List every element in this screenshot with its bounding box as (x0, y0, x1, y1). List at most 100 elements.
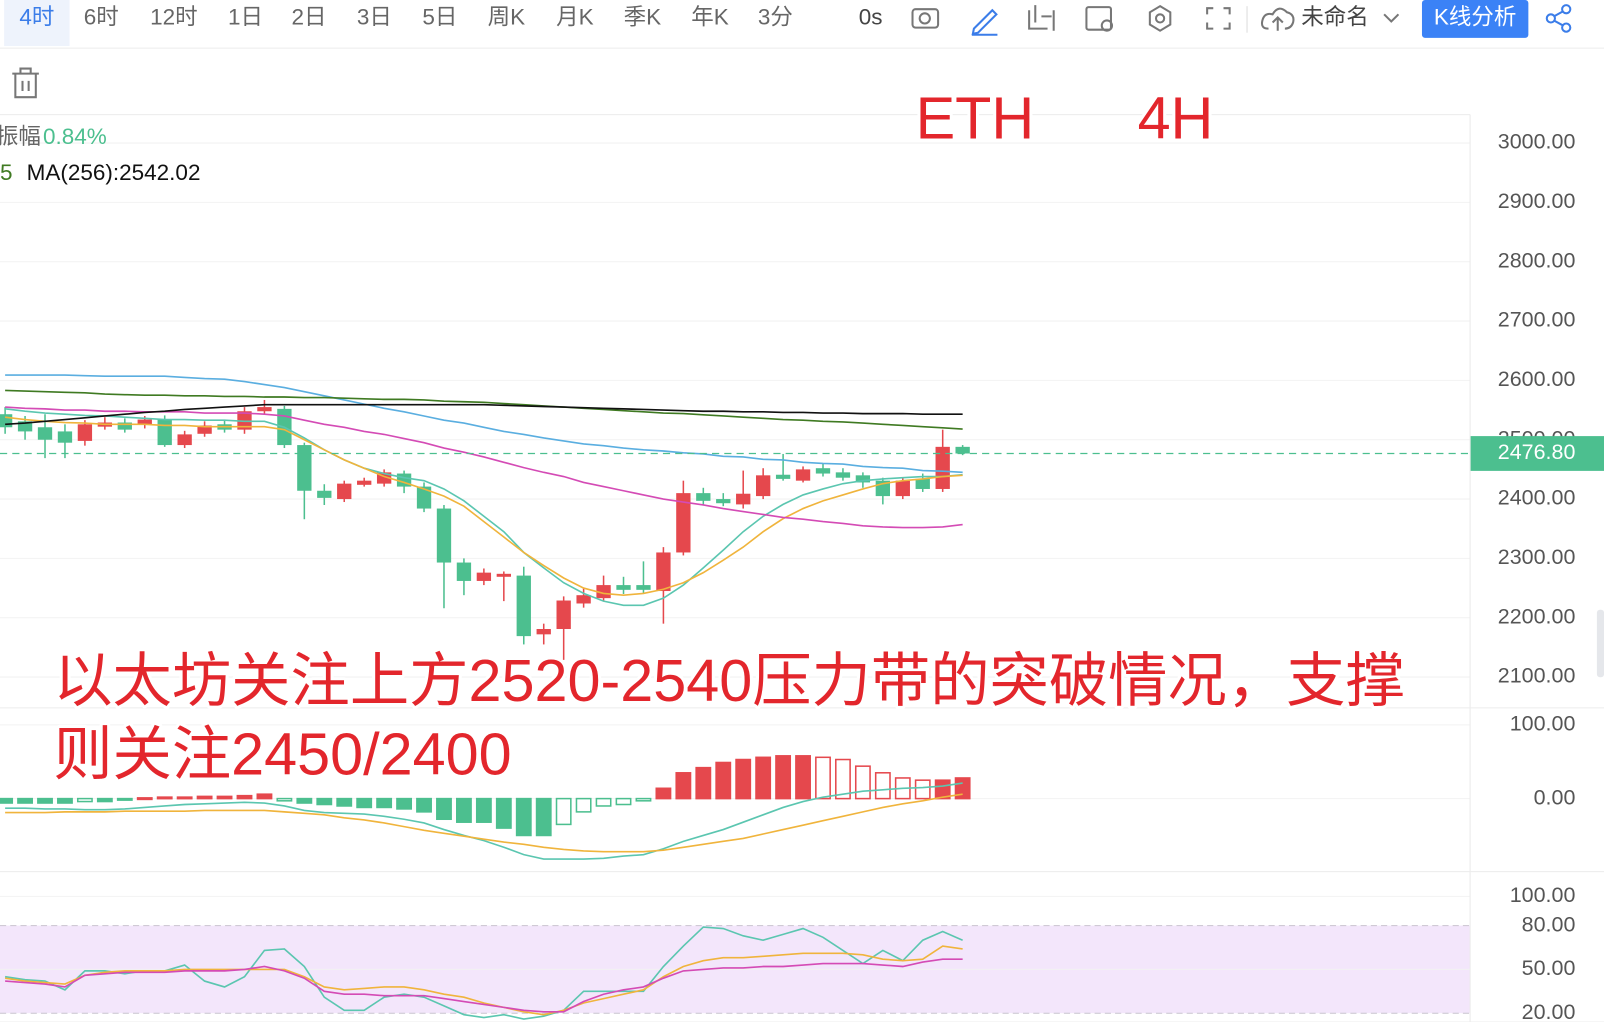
macd-bar (436, 797, 452, 821)
camera-icon[interactable] (911, 8, 940, 29)
indicator-line (5, 782, 963, 860)
period-tab[interactable]: 3分 (758, 4, 793, 29)
analysis-button[interactable] (1421, 0, 1529, 38)
crop-icon[interactable] (1028, 5, 1055, 31)
candle-body (0, 414, 13, 428)
draw-icon[interactable] (971, 8, 998, 36)
amplitude-value: 0.84% (43, 124, 107, 149)
macd-bar (236, 794, 253, 800)
y-tick-label: 3000.00 (1498, 130, 1576, 154)
candle-body (696, 493, 711, 501)
candle-body (297, 445, 312, 491)
share-icon[interactable] (1545, 4, 1572, 33)
candle-body (197, 425, 212, 434)
y-tick-label: 80.00 (1522, 912, 1576, 936)
note-line: 则关注2450/2400 (53, 721, 511, 788)
candle-body (775, 474, 791, 479)
macd-bar (914, 779, 931, 800)
candle-body (536, 629, 551, 635)
analysis-button-label[interactable]: K线分析 (1434, 4, 1517, 29)
macd-bar (874, 772, 891, 800)
candle-body (516, 575, 531, 637)
candle-body (157, 419, 172, 446)
symbol-annotation: ETH (916, 84, 1035, 151)
period-tab[interactable]: 月K (556, 4, 594, 29)
y-tick-label: 2800.00 (1498, 248, 1576, 272)
macd-bar (675, 772, 692, 800)
macd-bar (755, 756, 772, 800)
period-tab[interactable]: 4时 (19, 4, 54, 29)
period-tab[interactable]: 1日 (228, 4, 263, 29)
overlay: ETH 4H 以太坊关注上方2520-2540压力带的突破情况，支撑 则关注24… (50, 81, 1408, 790)
candle-body (636, 585, 651, 590)
indicator-icon[interactable] (1085, 6, 1114, 32)
scroll-handle[interactable] (1596, 609, 1604, 678)
macd-bar (96, 797, 113, 803)
candle-body (815, 468, 831, 474)
period-tab[interactable]: 周K (488, 4, 526, 29)
period-tab[interactable]: 3日 (357, 4, 392, 29)
candle-body (716, 499, 731, 504)
macd-bar (555, 797, 572, 826)
settings-icon[interactable] (1148, 4, 1172, 32)
pane: 3000.002900.002800.002700.002600.002500.… (0, 114, 1604, 1022)
y-tick-label: 100.00 (1510, 712, 1576, 736)
pane: 100.00 0.00 (0, 114, 1604, 1022)
candle-body (835, 472, 851, 478)
candle-body (616, 585, 631, 590)
macd-bar (854, 765, 871, 800)
candle-body (376, 472, 392, 484)
chevron-icon[interactable] (1383, 13, 1400, 23)
macd-bar (256, 793, 273, 800)
candle-body (317, 490, 332, 498)
indicator-line (5, 403, 963, 426)
chart-name[interactable]: 未命名 (1301, 4, 1369, 29)
candle-body (935, 446, 950, 489)
y-tick-label: 100.00 (1510, 883, 1576, 907)
candle-body (676, 493, 691, 553)
macd-bar (535, 797, 552, 837)
candle-body (77, 424, 93, 441)
candle-body (855, 475, 871, 483)
period-tab[interactable]: 12时 (150, 4, 198, 29)
period-tab[interactable]: 季K (624, 4, 662, 29)
candle-body (257, 407, 272, 412)
y-tick-label: 50.00 (1522, 956, 1576, 980)
macd-bar (116, 797, 133, 801)
macd-bar (575, 797, 592, 813)
macd-bar (495, 797, 512, 829)
macd-bar (416, 797, 432, 813)
indicator-line (5, 958, 963, 1013)
period-tab[interactable]: 年K (691, 4, 729, 29)
candle-body (576, 595, 591, 604)
period-tab[interactable]: 5日 (422, 4, 457, 29)
candle-body (596, 585, 611, 599)
candle-body (17, 421, 33, 432)
candle-body (795, 469, 811, 481)
fullscreen-icon[interactable] (1206, 7, 1231, 30)
macd-bar (37, 797, 53, 804)
cloud-icon[interactable] (1260, 7, 1295, 31)
macd-bar (695, 766, 712, 800)
candle-body (915, 478, 930, 489)
candle-body (37, 427, 53, 440)
y-tick-label: 2400.00 (1498, 486, 1576, 510)
period-tab[interactable]: 2日 (291, 4, 326, 29)
period-tab[interactable]: 6时 (84, 4, 119, 29)
note-line: 以太坊关注上方2520-2540压力带的突破情况，支撑 (53, 647, 1405, 714)
candle-body (955, 446, 970, 454)
macd-bar (735, 758, 752, 800)
trash-icon[interactable] (12, 67, 39, 99)
countdown: 0s (859, 4, 883, 29)
candle-body (137, 419, 152, 425)
macd-bar (396, 797, 413, 810)
macd-bar (775, 755, 792, 800)
toolbar (0, 0, 1604, 49)
macd-bar (196, 795, 213, 800)
candle-body (656, 552, 671, 592)
macd-bar (356, 797, 373, 809)
macd-bar (715, 761, 732, 800)
